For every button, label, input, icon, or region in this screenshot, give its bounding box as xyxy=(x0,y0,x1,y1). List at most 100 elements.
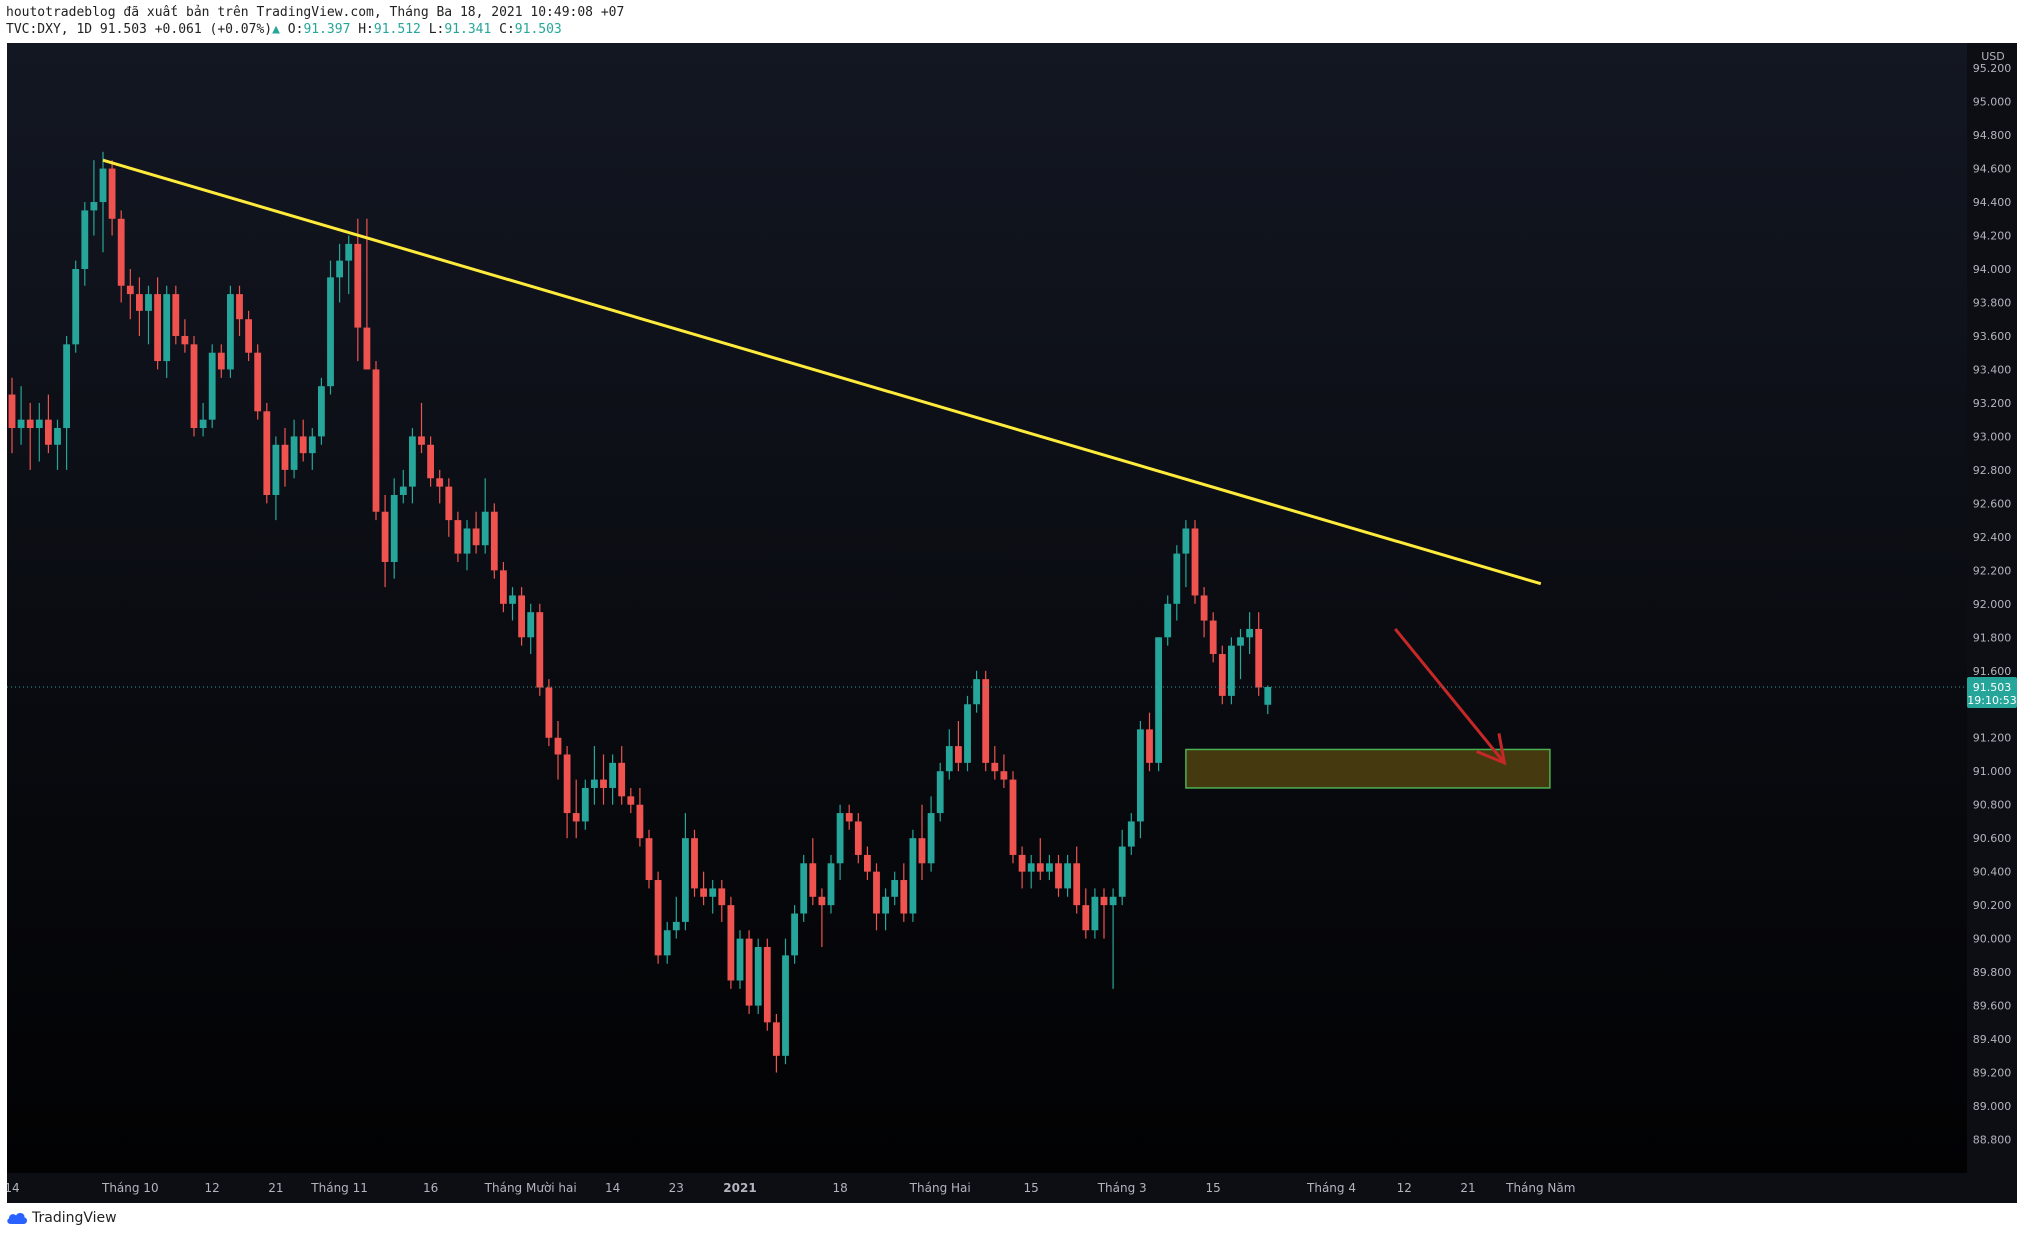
candle-body xyxy=(263,411,271,495)
y-tick-label: 89.800 xyxy=(1973,966,2012,979)
tradingview-cloud-icon xyxy=(7,1213,28,1224)
candle xyxy=(181,319,189,353)
currency-label: USD xyxy=(1981,50,2005,63)
candle xyxy=(682,813,689,931)
candle xyxy=(518,587,525,646)
candle xyxy=(581,779,589,830)
candle-body xyxy=(609,762,616,788)
candle xyxy=(982,670,990,772)
publisher-line: houtotradeblog đã xuất bản trên TradingV… xyxy=(6,5,625,20)
candle-body xyxy=(1046,863,1053,872)
candle-body xyxy=(882,896,889,914)
candle-body xyxy=(600,779,607,788)
candle-body xyxy=(354,243,362,328)
candle xyxy=(72,260,80,353)
candle-body xyxy=(900,880,908,914)
candle-body xyxy=(236,294,243,320)
candle-body xyxy=(973,679,980,705)
candle-body xyxy=(345,243,353,261)
candle xyxy=(1218,645,1226,705)
candle xyxy=(918,804,926,881)
candle-body xyxy=(700,888,707,897)
candle-body xyxy=(481,511,489,546)
y-tick-label: 95.000 xyxy=(1973,96,2012,109)
candle-body xyxy=(691,838,698,889)
candle xyxy=(418,402,425,454)
high-label: H: xyxy=(358,22,374,37)
candle-body xyxy=(727,905,735,981)
candle xyxy=(227,285,234,378)
candle-body xyxy=(409,436,416,487)
candle-body xyxy=(864,854,871,872)
candle xyxy=(1027,854,1035,889)
candle-body xyxy=(627,796,635,805)
candle xyxy=(90,160,98,236)
candle xyxy=(399,469,407,504)
y-tick-label: 93.200 xyxy=(1973,397,2012,410)
close-label: C: xyxy=(499,22,515,37)
y-tick-label: 89.400 xyxy=(1973,1033,2012,1046)
candle xyxy=(1127,813,1135,855)
candle xyxy=(318,377,325,445)
candle-body xyxy=(782,955,789,1056)
candle-body xyxy=(145,294,152,311)
high-value: 91.512 xyxy=(373,22,421,37)
x-tick-label: Tháng 3 xyxy=(1097,1181,1147,1195)
candle xyxy=(1155,637,1162,772)
candle-body xyxy=(117,218,125,286)
candle xyxy=(964,695,971,772)
candle xyxy=(336,243,343,303)
candle xyxy=(591,746,598,805)
x-tick-label: 21 xyxy=(1460,1181,1475,1195)
candle-body xyxy=(154,294,161,362)
candle-body xyxy=(909,838,917,914)
candle-body xyxy=(736,938,744,981)
candle xyxy=(472,511,480,554)
candle-body xyxy=(454,520,462,554)
candle-body xyxy=(1064,863,1071,889)
candle xyxy=(572,779,580,839)
candle xyxy=(35,402,43,462)
candle-body xyxy=(299,436,307,454)
open-value: 91.397 xyxy=(303,22,351,37)
candle xyxy=(563,746,571,839)
candle-body xyxy=(854,821,862,855)
change-value: +0.061 (+0.07%) xyxy=(154,22,273,37)
x-tick-label: Tháng 4 xyxy=(1306,1181,1356,1195)
candle-body xyxy=(936,771,944,814)
candle xyxy=(1118,829,1126,906)
chart-area[interactable]: 91.503 19:10:53 95.200 95.000 94.800 94.600 9… xyxy=(4,43,2017,1203)
y-tick-label: 93.800 xyxy=(1973,296,2012,309)
candle xyxy=(672,896,680,939)
candle-body xyxy=(1118,846,1126,897)
candle-body xyxy=(1155,637,1162,763)
candle xyxy=(1237,628,1244,680)
candle-body xyxy=(336,260,343,278)
candle-body xyxy=(108,168,116,219)
candle-body xyxy=(1146,729,1153,763)
candle xyxy=(81,202,89,286)
candle xyxy=(154,277,161,370)
candle-body xyxy=(654,880,662,956)
candle xyxy=(1046,854,1053,881)
y-tick-label: 94.600 xyxy=(1973,163,2012,176)
candle xyxy=(1137,721,1144,839)
candle xyxy=(254,344,262,420)
candle-body xyxy=(163,294,171,362)
candle xyxy=(800,854,808,922)
candle-body xyxy=(181,335,189,345)
candle xyxy=(882,888,889,931)
candle xyxy=(1055,854,1062,897)
y-tick-label: 90.400 xyxy=(1973,866,2012,879)
trendline xyxy=(102,158,1542,586)
candle-body xyxy=(363,327,371,370)
candle-body xyxy=(463,528,471,554)
candle-body xyxy=(709,888,717,897)
candle xyxy=(718,880,726,922)
candle xyxy=(17,386,25,445)
candle xyxy=(290,419,298,479)
price-axis-background xyxy=(1967,43,2017,1173)
candle xyxy=(1146,712,1153,772)
candle xyxy=(1091,888,1099,939)
